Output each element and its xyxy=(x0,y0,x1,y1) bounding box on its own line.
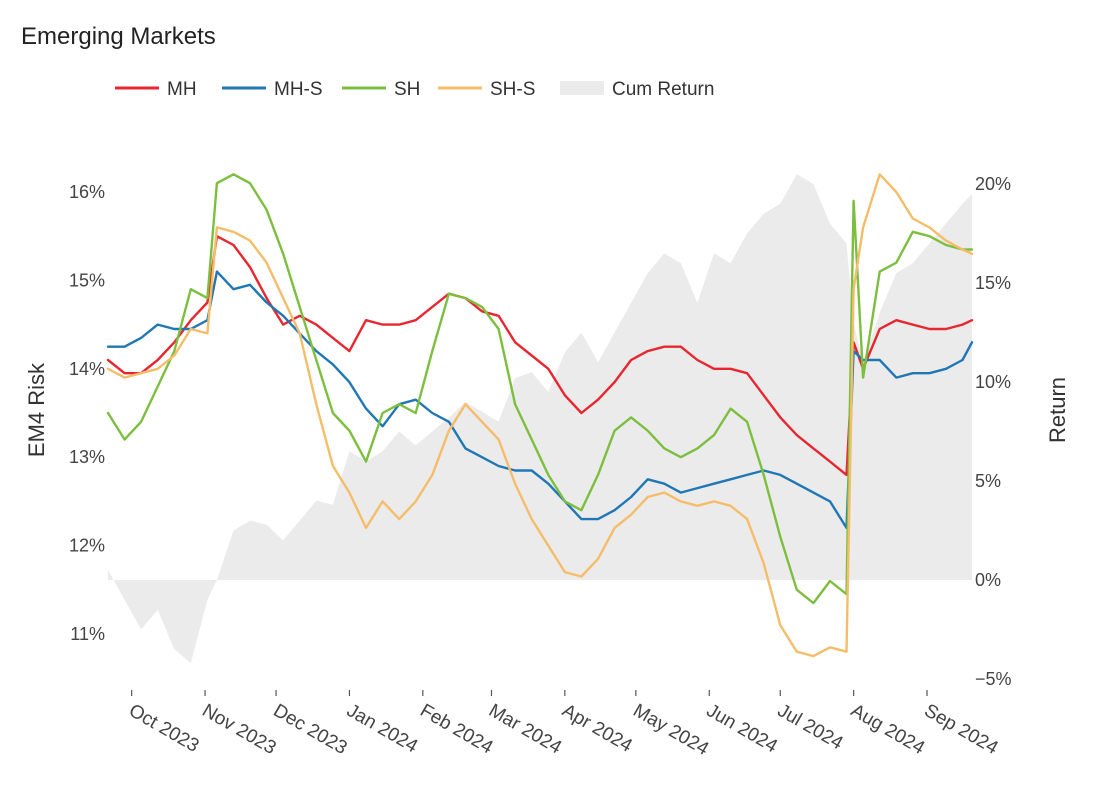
y-tick-label: 11% xyxy=(70,624,105,644)
y-axis-right: −5% 0% 5% 10% 15% 20% xyxy=(975,174,1012,689)
x-tick-label: Apr 2024 xyxy=(558,700,636,757)
legend-label: SH xyxy=(394,79,420,100)
legend-item-cum-return[interactable]: Cum Return xyxy=(560,79,714,100)
legend-label: MH xyxy=(167,79,197,100)
y2-tick-label: 20% xyxy=(975,174,1011,194)
x-tick-label: Jan 2024 xyxy=(343,700,422,757)
series-lines xyxy=(106,173,974,658)
x-tick-label: Mar 2024 xyxy=(485,700,565,759)
legend-swatch xyxy=(560,81,604,95)
chart-title: Emerging Markets xyxy=(21,23,216,50)
y-tick-label: 14% xyxy=(69,359,105,379)
y-axis-left: 11% 12% 13% 14% 15% 16% xyxy=(69,182,105,644)
legend-item-mh-s[interactable]: MH-S xyxy=(222,79,323,100)
legend-item-mh[interactable]: MH xyxy=(115,79,197,100)
legend[interactable]: MH MH-S SH SH-S Cum Return xyxy=(115,79,714,100)
legend-label: SH-S xyxy=(490,79,535,100)
y-tick-label: 12% xyxy=(69,536,105,556)
legend-item-sh-s[interactable]: SH-S xyxy=(438,79,535,100)
x-tick-label: Sep 2024 xyxy=(921,700,1002,759)
legend-label: MH-S xyxy=(274,79,323,100)
y2-tick-label: 15% xyxy=(975,273,1011,293)
x-tick-label: Feb 2024 xyxy=(416,700,496,759)
y-tick-label: 15% xyxy=(69,270,105,290)
series-line-mh xyxy=(106,234,974,477)
y-tick-label: 16% xyxy=(69,182,105,202)
legend-label: Cum Return xyxy=(612,79,714,100)
x-tick-label: May 2024 xyxy=(629,700,712,760)
y2-tick-label: −5% xyxy=(975,669,1012,689)
y2-tick-label: 5% xyxy=(975,471,1001,491)
x-tick-label: Jun 2024 xyxy=(703,700,782,757)
y-axis-title: EM4 Risk xyxy=(24,362,49,457)
series-line-sh-s xyxy=(106,173,974,658)
x-tick-label: Oct 2023 xyxy=(125,700,202,757)
x-tick-label: Nov 2023 xyxy=(199,700,280,759)
y2-tick-label: 10% xyxy=(975,372,1011,392)
y2-tick-label: 0% xyxy=(975,570,1001,590)
y-tick-label: 13% xyxy=(69,447,105,467)
x-tick-label: Aug 2024 xyxy=(847,700,928,759)
legend-item-sh[interactable]: SH xyxy=(342,79,420,100)
y2-axis-title: Return xyxy=(1045,377,1070,443)
x-tick-label: Dec 2023 xyxy=(270,700,351,759)
x-tick-label: Jul 2024 xyxy=(774,700,847,754)
